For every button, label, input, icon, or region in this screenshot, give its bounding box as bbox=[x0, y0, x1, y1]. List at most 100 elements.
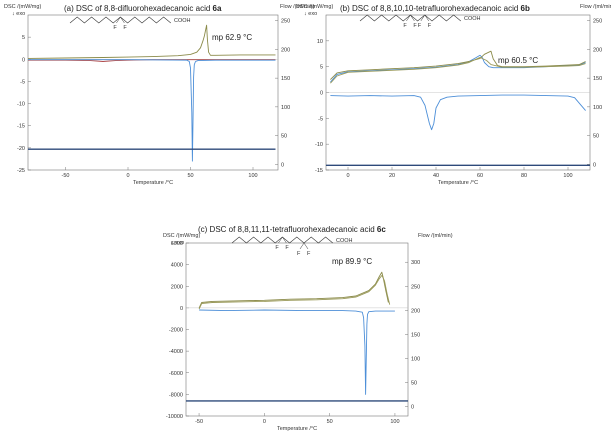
fluorine-label: F bbox=[428, 23, 432, 29]
series-flow bbox=[199, 309, 395, 395]
series-flow bbox=[28, 59, 276, 162]
y-right-tick-label: 0 bbox=[593, 162, 596, 168]
x-tick-label: -50 bbox=[195, 419, 203, 425]
x-tick-label: 0 bbox=[263, 419, 266, 425]
series-dsc-run-2 bbox=[330, 50, 586, 80]
cf-bond bbox=[282, 236, 287, 244]
y-left-tick-label: 5 bbox=[320, 65, 323, 71]
chart-title: (b) DSC of 8,8,10,10-tetrafluorohexadeca… bbox=[340, 4, 530, 13]
y-left-tick-label: 5 bbox=[22, 35, 25, 41]
molecule-structure bbox=[359, 14, 461, 22]
y-right-tick-label: 250 bbox=[593, 19, 602, 25]
cf-bond bbox=[424, 14, 430, 22]
exo-label: ↓ exo bbox=[304, 11, 317, 17]
mp-annotation: mp 89.9 °C bbox=[332, 257, 372, 266]
x-axis-label: Temperature /°C bbox=[277, 426, 317, 432]
y-right-tick-label: 100 bbox=[411, 356, 420, 362]
cf-bond bbox=[120, 16, 125, 24]
y-right-tick-label: 0 bbox=[411, 404, 414, 410]
y-left-tick-label: -25 bbox=[17, 168, 25, 174]
y-right-tick-label: 150 bbox=[281, 76, 290, 82]
exo-label: ↓ exo bbox=[171, 240, 184, 246]
exo-label: ↓ exo bbox=[12, 11, 25, 17]
fluorine-label: F bbox=[307, 251, 311, 257]
fluorine-label: F bbox=[403, 23, 407, 29]
cooh-label: COOH bbox=[336, 238, 353, 244]
x-tick-label: 0 bbox=[346, 173, 349, 179]
x-axis-label: Temperature /°C bbox=[438, 180, 478, 186]
y-right-tick-label: 150 bbox=[593, 76, 602, 82]
ylabel-left: DSC /(mW/mg) bbox=[163, 233, 200, 239]
x-tick-label: 0 bbox=[126, 173, 129, 179]
x-tick-label: 60 bbox=[477, 173, 483, 179]
y-right-tick-label: 200 bbox=[593, 47, 602, 53]
molecule-structure bbox=[231, 236, 333, 244]
chart-title: (c) DSC of 8,8,11,11-tetrafluorohexadeca… bbox=[198, 225, 386, 234]
y-left-tick-label: -15 bbox=[315, 168, 323, 174]
y-right-tick-label: 250 bbox=[281, 19, 290, 25]
y-left-tick-label: -10 bbox=[315, 142, 323, 148]
ylabel-left: DSC /(mW/mg) bbox=[296, 4, 333, 10]
y-left-tick-label: -6000 bbox=[169, 371, 183, 377]
y-right-tick-label: 300 bbox=[411, 260, 420, 266]
y-left-tick-label: -10000 bbox=[166, 414, 183, 420]
series-dsc-heating bbox=[27, 24, 276, 59]
plot-frame bbox=[185, 242, 409, 417]
cooh-label: COOH bbox=[464, 16, 481, 22]
molecule-structure bbox=[69, 16, 171, 24]
chart-panel-3: (c) DSC of 8,8,11,11-tetrafluorohexadeca… bbox=[163, 225, 453, 432]
x-tick-label: 40 bbox=[433, 173, 439, 179]
y-left-tick-label: 6000 bbox=[171, 241, 183, 247]
y-right-tick-label: 0 bbox=[281, 162, 284, 168]
y-right-tick-label: 50 bbox=[281, 134, 287, 140]
cf-bond bbox=[406, 14, 411, 22]
y-right-tick-label: 50 bbox=[411, 380, 417, 386]
y-right-tick-label: 100 bbox=[281, 105, 290, 111]
y-left-tick-label: -2000 bbox=[169, 328, 183, 334]
ylabel-right: Flow /(ml/min) bbox=[580, 4, 611, 10]
mp-annotation: mp 60.5 °C bbox=[498, 56, 538, 65]
compound-label: 6a bbox=[213, 4, 222, 13]
x-tick-label: 100 bbox=[390, 419, 399, 425]
y-right-tick-label: 50 bbox=[593, 134, 599, 140]
y-right-tick-label: 150 bbox=[411, 332, 420, 338]
fluorine-label: F bbox=[275, 245, 279, 251]
fluorine-label: F bbox=[123, 25, 127, 31]
chart-title-text: (b) DSC of 8,8,10,10-tetrafluorohexadeca… bbox=[340, 4, 521, 13]
y-right-tick-label: 100 bbox=[593, 105, 602, 111]
fluorine-label: F bbox=[413, 23, 417, 29]
fluorine-label: F bbox=[418, 23, 422, 29]
y-left-tick-label: 0 bbox=[22, 57, 25, 63]
x-tick-label: 50 bbox=[187, 173, 193, 179]
ylabel-right: Flow /(ml/min) bbox=[418, 233, 453, 239]
y-left-tick-label: -4000 bbox=[169, 349, 183, 355]
y-left-tick-label: -5 bbox=[318, 116, 323, 122]
chart-title-text: (a) DSC of 8,8-difluorohexadecanoic acid bbox=[64, 4, 213, 13]
cf-bond bbox=[420, 14, 426, 22]
y-left-tick-label: -10 bbox=[17, 102, 25, 108]
y-left-tick-label: -20 bbox=[17, 146, 25, 152]
chart-title-text: (c) DSC of 8,8,11,11-tetrafluorohexadeca… bbox=[198, 225, 377, 234]
y-left-tick-label: 2000 bbox=[171, 284, 183, 290]
y-right-tick-label: 200 bbox=[281, 47, 290, 53]
x-tick-label: 20 bbox=[389, 173, 395, 179]
y-left-tick-label: -15 bbox=[17, 124, 25, 130]
x-tick-label: 80 bbox=[521, 173, 527, 179]
plot-frame bbox=[27, 14, 279, 171]
x-tick-label: 100 bbox=[248, 173, 257, 179]
x-tick-label: 100 bbox=[563, 173, 572, 179]
series-dsc-run-1 bbox=[330, 54, 586, 83]
x-tick-label: -50 bbox=[62, 173, 70, 179]
x-tick-label: 50 bbox=[327, 419, 333, 425]
cf-bond bbox=[116, 16, 121, 24]
chart-panel-1: (a) DSC of 8,8-difluorohexadecanoic acid… bbox=[4, 4, 315, 186]
mp-annotation: mp 62.9 °C bbox=[212, 33, 252, 42]
y-left-tick-label: 0 bbox=[180, 306, 183, 312]
y-left-tick-label: 4000 bbox=[171, 263, 183, 269]
y-right-tick-label: 250 bbox=[411, 284, 420, 290]
chart-panel-2: (b) DSC of 8,8,10,10-tetrafluorohexadeca… bbox=[296, 4, 611, 186]
y-left-tick-label: -5 bbox=[20, 79, 25, 85]
fluorine-label: F bbox=[285, 245, 289, 251]
series-dsc-run-3 bbox=[330, 56, 586, 84]
series-flow bbox=[330, 94, 586, 131]
